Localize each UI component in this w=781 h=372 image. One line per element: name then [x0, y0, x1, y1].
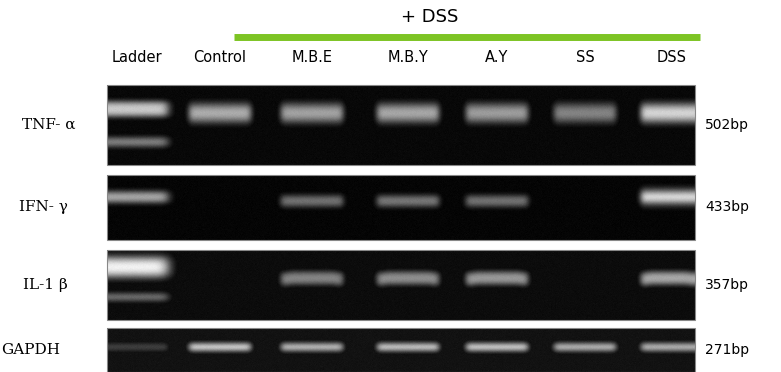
Text: IL-1 β: IL-1 β: [23, 278, 68, 292]
Text: M.B.E: M.B.E: [291, 49, 333, 64]
Bar: [107, 328, 695, 372]
Text: DSS: DSS: [657, 49, 687, 64]
Text: IFN- γ: IFN- γ: [19, 201, 68, 215]
Text: SS: SS: [576, 49, 594, 64]
Text: Control: Control: [194, 49, 247, 64]
Bar: [107, 250, 695, 320]
Text: 433bp: 433bp: [705, 201, 749, 215]
Bar: [107, 175, 695, 240]
Text: 357bp: 357bp: [705, 278, 749, 292]
Text: TNF- α: TNF- α: [22, 118, 75, 132]
Text: 502bp: 502bp: [705, 118, 749, 132]
Text: GAPDH: GAPDH: [1, 343, 60, 357]
Bar: [107, 85, 695, 165]
Text: 271bp: 271bp: [705, 343, 749, 357]
Text: Ladder: Ladder: [112, 49, 162, 64]
Text: + DSS: + DSS: [401, 8, 458, 26]
Text: A.Y: A.Y: [485, 49, 508, 64]
Text: M.B.Y: M.B.Y: [387, 49, 428, 64]
